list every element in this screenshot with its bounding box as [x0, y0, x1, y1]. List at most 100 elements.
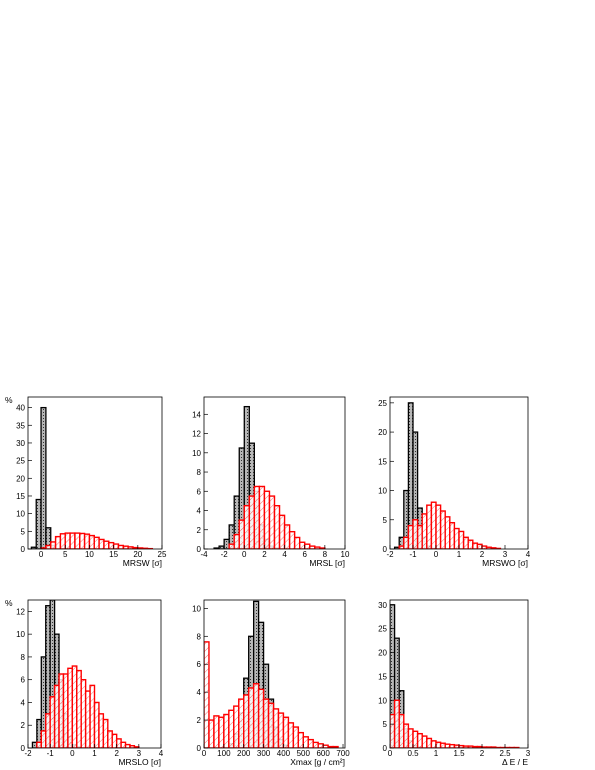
y-tick-label: 10	[378, 487, 387, 496]
histogram-bar	[74, 532, 81, 549]
histogram-bar	[293, 536, 301, 549]
x-tick-label: 0	[434, 550, 439, 559]
x-tick-label: 700	[336, 749, 350, 758]
histogram-bar	[213, 715, 220, 748]
x-tick-label: 0	[70, 749, 75, 758]
y-tick-label: 15	[378, 457, 387, 466]
axes-frame	[27, 396, 163, 550]
y-tick-label: 30	[16, 439, 25, 448]
y-tick-label: 6	[197, 487, 202, 496]
y-tick-label: 4	[197, 507, 202, 516]
y-tick-label: 25	[378, 399, 387, 408]
y-tick-label: 6	[21, 676, 26, 685]
histogram-bar	[204, 641, 210, 748]
histogram-bar	[218, 545, 225, 549]
x-tick-label: 1.5	[453, 749, 465, 758]
y-tick-label: 10	[378, 696, 387, 705]
x-tick-label: 10	[341, 550, 350, 559]
y-tick-label: 25	[16, 457, 25, 466]
histogram-bar	[247, 687, 255, 748]
histogram-bar	[59, 533, 66, 549]
histogram-bar	[223, 713, 230, 748]
plot-area	[390, 604, 520, 748]
y-tick-label: 10	[192, 604, 201, 613]
y-tick-label: 5	[21, 527, 26, 536]
x-tick-label: 4	[526, 550, 531, 559]
histogram-bar	[312, 741, 319, 748]
histogram-bar	[50, 541, 57, 549]
x-axis-label: Δ E / E	[502, 757, 528, 767]
x-tick-label: -2	[386, 550, 394, 559]
y-tick-label: 20	[378, 428, 387, 437]
x-tick-label: 3	[503, 550, 508, 559]
x-tick-label: 4	[159, 749, 164, 758]
histogram-bar	[412, 431, 419, 549]
y-tick-label: 6	[197, 660, 202, 669]
y-tick-label: 0	[383, 545, 388, 554]
histogram-bar	[272, 708, 280, 748]
histogram-bar	[292, 726, 300, 748]
histogram-bar	[69, 532, 76, 549]
histogram-bar	[283, 524, 291, 549]
histogram-bar	[64, 532, 71, 549]
histogram-bar	[302, 736, 309, 748]
plot-area	[213, 405, 326, 549]
histogram-bar	[223, 538, 230, 549]
histogram-bar	[278, 514, 286, 549]
histogram-bar	[233, 533, 240, 549]
histogram-bar	[98, 538, 105, 549]
histogram-bar	[262, 698, 270, 748]
y-tick-label: 14	[192, 410, 201, 419]
x-tick-label: -1	[47, 749, 55, 758]
histogram-bar	[257, 688, 265, 748]
axes-frame	[203, 396, 346, 550]
histogram-bar	[288, 530, 296, 549]
y-tick-label: 40	[16, 404, 25, 413]
x-tick-label: 600	[316, 749, 330, 758]
x-tick-label: 10	[85, 550, 94, 559]
y-tick-label: 4	[197, 688, 202, 697]
x-tick-label: 400	[277, 749, 291, 758]
x-tick-label: 8	[323, 550, 328, 559]
histogram-bar	[218, 716, 225, 748]
histogram-bar	[258, 485, 266, 549]
x-axis-label: Xmax [g / cm²]	[290, 757, 345, 767]
histogram-bar	[243, 505, 251, 549]
histogram-panel: 0 100 200 300 400 500 600 700 0 2 4 6 8 10 Xmax [g / c…	[192, 599, 350, 767]
histogram-bar	[228, 543, 235, 549]
y-tick-label: 4	[21, 698, 26, 707]
x-tick-label: 4	[282, 550, 287, 559]
histogram-bar	[45, 544, 52, 549]
histogram-bar	[317, 743, 324, 748]
histogram-bar	[252, 683, 260, 748]
histogram-bar	[287, 722, 295, 748]
y-tick-label: 20	[378, 649, 387, 658]
y-tick-label: 10	[16, 510, 25, 519]
plot-area	[204, 600, 339, 748]
x-tick-label: 1	[92, 749, 97, 758]
y-tick-label: 35	[16, 421, 25, 430]
x-tick-label: 20	[133, 550, 142, 559]
x-tick-label: 0	[39, 550, 44, 559]
histogram-bar	[273, 505, 281, 549]
x-tick-label: 1	[457, 550, 462, 559]
x-tick-label: -2	[24, 749, 32, 758]
x-tick-label: -1	[409, 550, 417, 559]
y-tick-label: 12	[16, 607, 25, 616]
histogram-bar	[263, 490, 271, 549]
histogram-bar	[322, 744, 329, 748]
histogram-bar	[277, 712, 285, 748]
axes-frame	[389, 599, 529, 749]
histogram-bar	[93, 536, 100, 549]
x-tick-label: 6	[302, 550, 307, 559]
x-tick-label: 5	[63, 550, 68, 559]
y-tick-label: 5	[383, 516, 388, 525]
histogram-bar	[112, 543, 120, 549]
histogram-panel: -2 -1 0 1 2 3 4 0 5 10 15 20 25 MRSWO [σ]	[378, 396, 531, 568]
y-axis-label: %	[5, 395, 13, 405]
histogram-bar	[268, 495, 276, 549]
